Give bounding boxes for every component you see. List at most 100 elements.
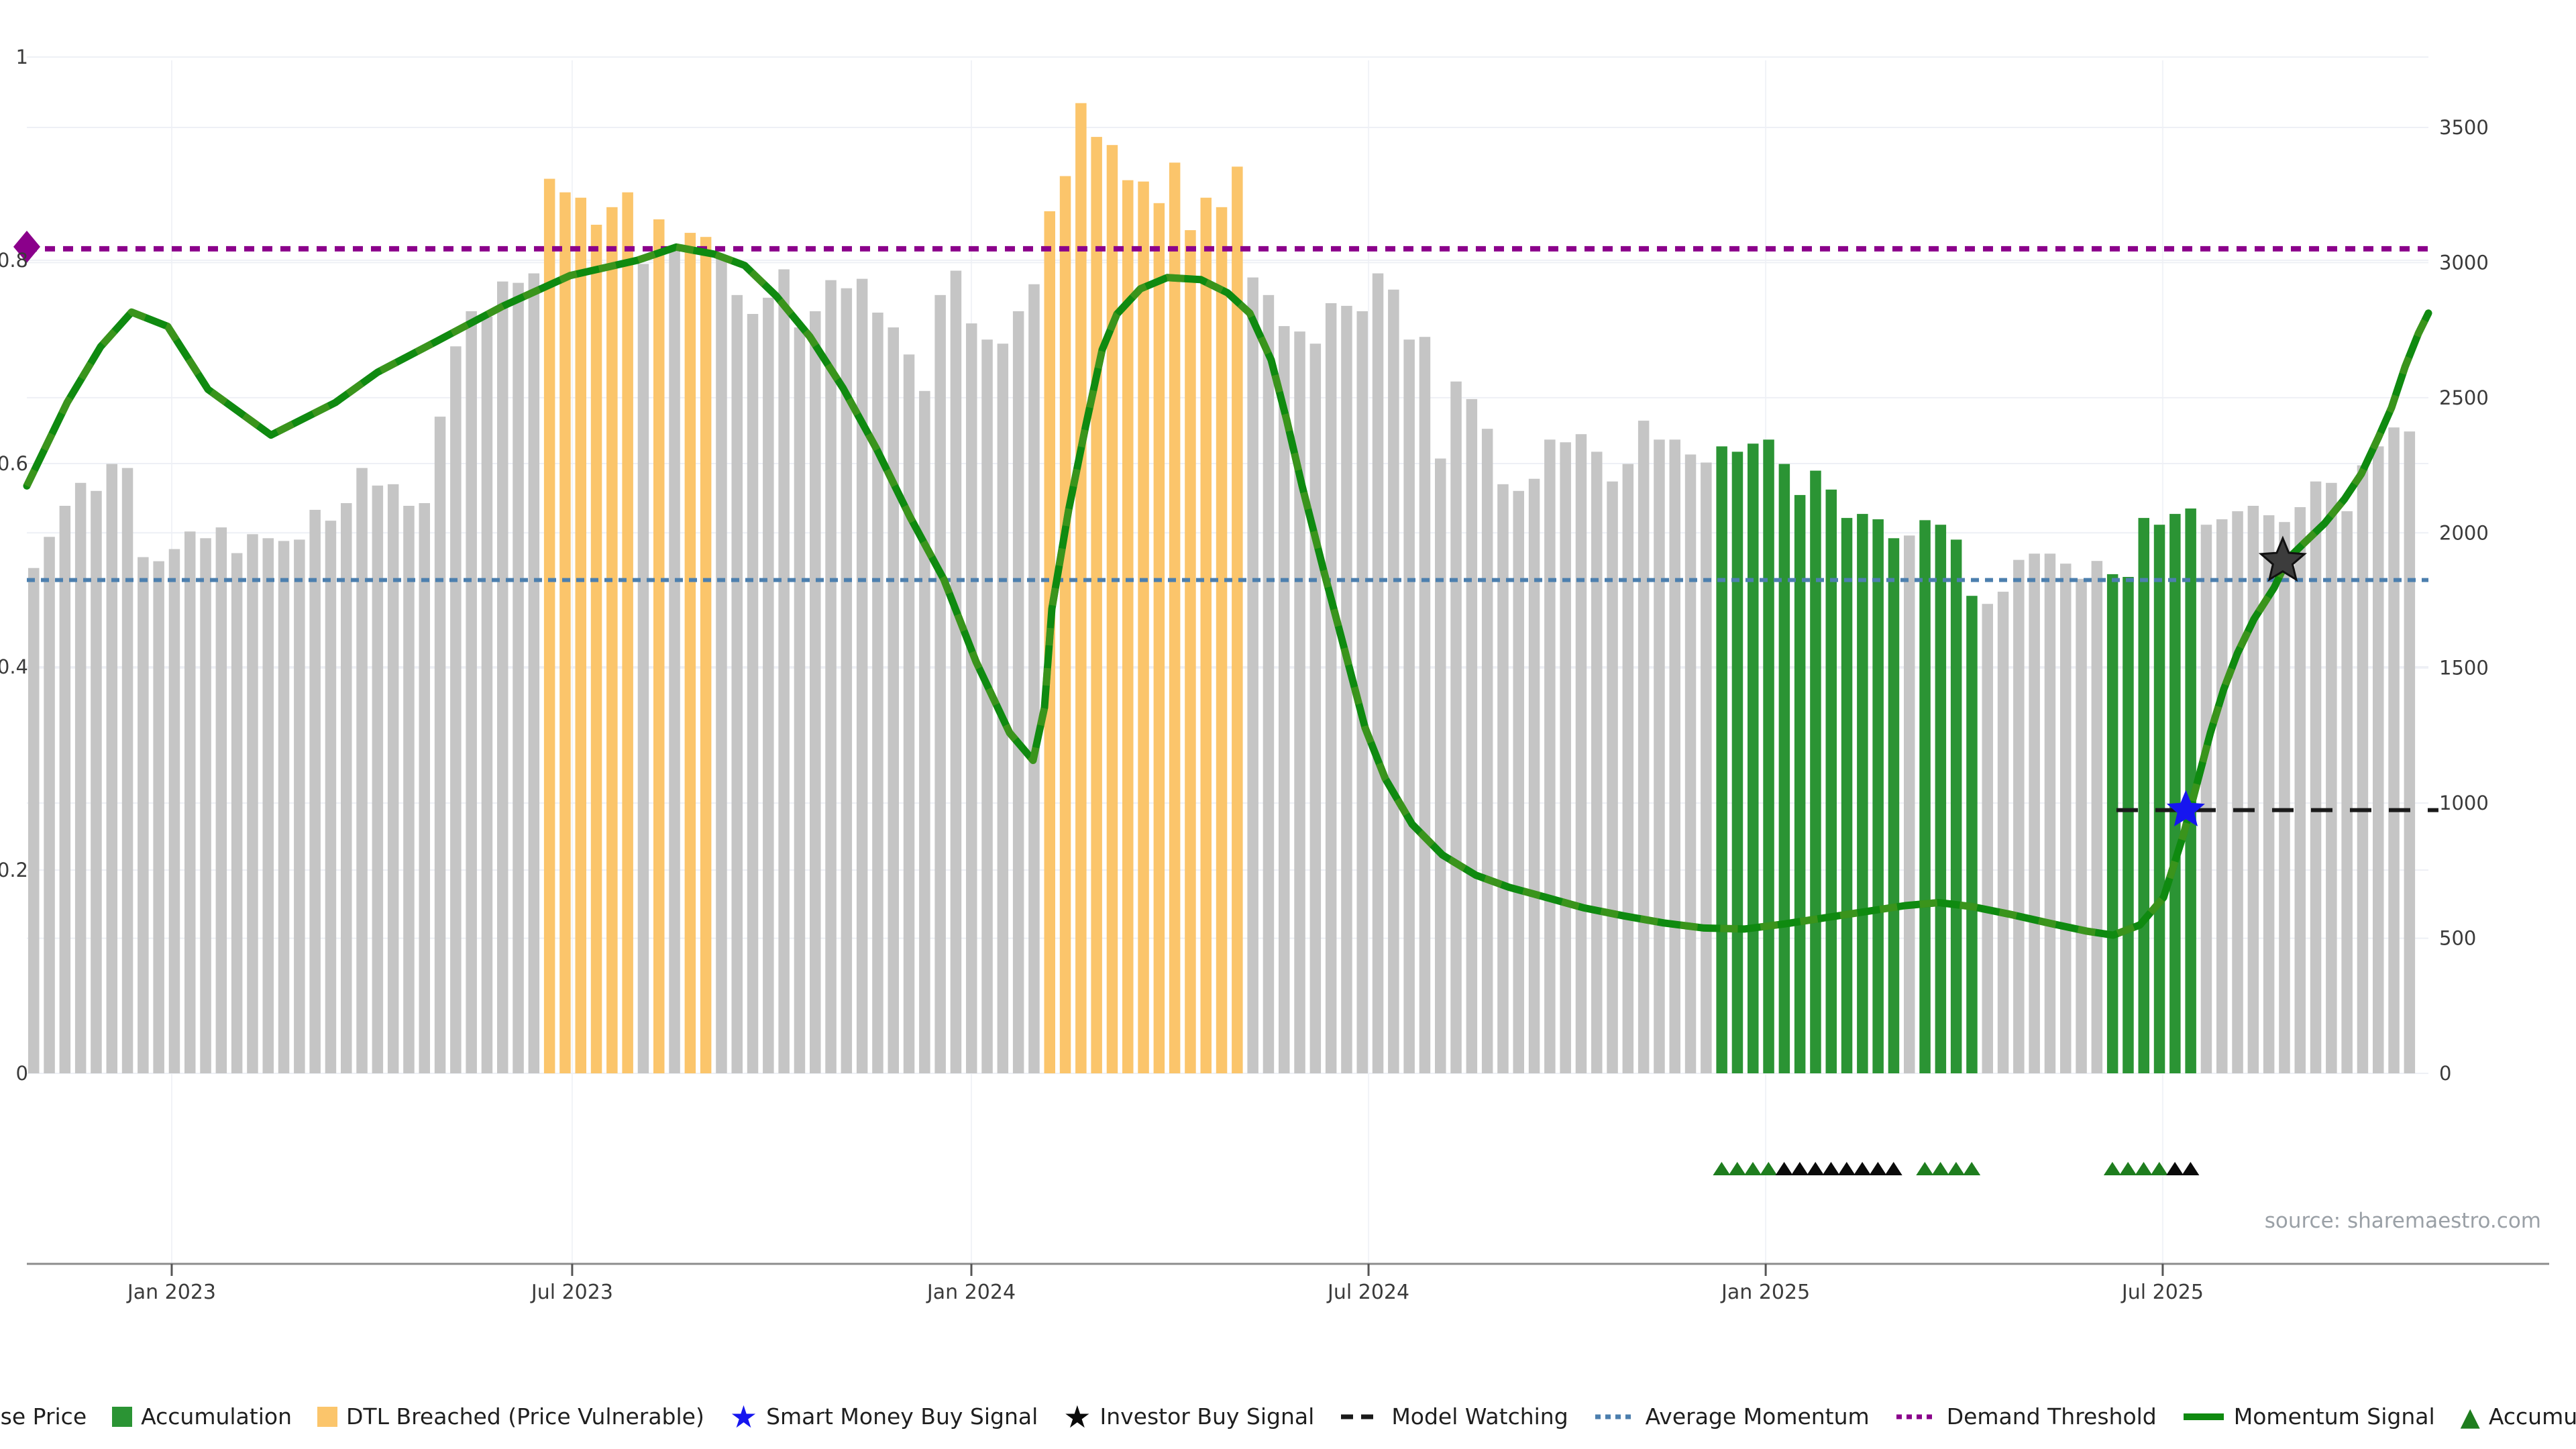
legend-star-icon: ★ [1063, 1398, 1091, 1435]
bar-dtl-breached [1059, 176, 1071, 1073]
bar-accumulation [1794, 494, 1806, 1073]
bar-accumulation [1731, 451, 1743, 1073]
legend-item: Demand Threshold [1895, 1403, 2157, 1430]
bar-dtl-breached [622, 192, 633, 1074]
bar-accumulation [1716, 446, 1727, 1073]
bar-close-price [1497, 484, 1509, 1073]
bar-close-price [513, 282, 524, 1074]
bar-close-price [59, 506, 71, 1073]
bar-dtl-breached [1216, 207, 1228, 1073]
bar-accumulation [1825, 489, 1837, 1073]
bar-close-price [2357, 465, 2369, 1073]
legend-item: Average Momentum [1594, 1403, 1870, 1430]
x-axis-tick-label: Jan 2023 [126, 1281, 216, 1304]
bar-dtl-breached [1138, 181, 1149, 1074]
legend-item: Accumulation [112, 1403, 292, 1430]
bar-dtl-breached [1185, 230, 1196, 1074]
bar-close-price [2263, 515, 2275, 1073]
right-axis-tick-label: 0 [2439, 1062, 2451, 1085]
x-axis-tick-label: Jan 2025 [1720, 1281, 1810, 1304]
x-axis-tick-label: Jul 2024 [1326, 1281, 1409, 1304]
right-axis-tick-label: 2000 [2439, 521, 2489, 544]
bar-dtl-breached [684, 233, 696, 1074]
bar-dtl-breached [1200, 197, 1212, 1074]
legend-label: Accumulation [2488, 1403, 2576, 1430]
bar-close-price [341, 503, 352, 1073]
bar-close-price [481, 317, 493, 1073]
bar-close-price [1669, 439, 1680, 1073]
legend-item: DTL Breached (Price Vulnerable) [317, 1403, 704, 1430]
bar-close-price [669, 250, 680, 1073]
bar-close-price [372, 485, 384, 1073]
bar-close-price [2341, 511, 2353, 1073]
accumulation-triangle [2119, 1162, 2137, 1175]
bar-close-price [2373, 446, 2384, 1073]
bar-close-price [1435, 458, 1446, 1073]
demand-threshold-diamond [13, 230, 40, 263]
bar-close-price [466, 311, 477, 1073]
bar-dtl-breached [543, 178, 555, 1073]
accumulation-triangle [2103, 1162, 2121, 1175]
bar-close-price [919, 390, 930, 1073]
bar-close-price [1607, 481, 1618, 1073]
bar-dtl-breached [1122, 180, 1134, 1074]
accumulation-triangle [2150, 1162, 2168, 1175]
bar-close-price [309, 510, 321, 1073]
bar-close-price [2279, 522, 2290, 1073]
bar-close-price [184, 531, 196, 1073]
left-axis-tick-label: 0.8 [0, 249, 28, 272]
accumulation-triangle [1916, 1162, 1934, 1175]
bar-close-price [872, 313, 883, 1073]
accumulation-triangle [1931, 1162, 1949, 1175]
bar-close-price [1028, 284, 1040, 1074]
legend-label: Close Price [0, 1403, 87, 1430]
bar-close-price [825, 280, 837, 1074]
bar-close-price [1325, 303, 1337, 1073]
accumulation-triangle [1854, 1162, 1872, 1175]
bar-accumulation [2138, 518, 2149, 1073]
bar-close-price [1450, 381, 1462, 1074]
accumulation-triangle [1775, 1162, 1793, 1175]
accumulation-triangle [1744, 1162, 1762, 1175]
bar-close-price [1997, 592, 2009, 1073]
bar-close-price [1012, 311, 1024, 1073]
legend-triangle-icon: ▲ [2460, 1401, 2480, 1432]
bar-close-price [2326, 482, 2337, 1073]
legend-dots-icon [1896, 1414, 1937, 1419]
left-axis-tick-label: 0.2 [0, 859, 28, 881]
bar-accumulation [2169, 514, 2181, 1073]
legend-item: ★ Smart Money Buy Signal [730, 1401, 1038, 1432]
accumulation-triangle [1807, 1162, 1825, 1175]
bar-close-price [2294, 507, 2306, 1073]
right-axis-tick-label: 2500 [2439, 386, 2489, 409]
bar-close-price [966, 323, 977, 1074]
bar-close-price [1294, 331, 1305, 1074]
bar-close-price [716, 258, 727, 1073]
legend-label: Average Momentum [1645, 1403, 1870, 1430]
bar-close-price [1575, 434, 1587, 1073]
bar-close-price [294, 539, 305, 1073]
bar-close-price [2200, 525, 2212, 1073]
bar-close-price [1654, 439, 1665, 1073]
bar-close-price [1701, 462, 1712, 1073]
legend-label: Smart Money Buy Signal [766, 1403, 1038, 1430]
legend-label: DTL Breached (Price Vulnerable) [346, 1403, 704, 1430]
bar-dtl-breached [1091, 137, 1102, 1074]
bar-close-price [856, 278, 868, 1074]
accumulation-triangle [1822, 1162, 1840, 1175]
bar-close-price [810, 311, 821, 1073]
bar-close-price [28, 568, 40, 1073]
bar-close-price [247, 534, 258, 1073]
accumulation-triangle [2182, 1162, 2200, 1175]
chart-legend: Close Price Accumulation DTL Breached (Pri… [0, 1398, 2576, 1435]
bar-dtl-breached [1169, 162, 1181, 1073]
bar-close-price [74, 482, 87, 1073]
bar-accumulation [2123, 577, 2134, 1073]
legend-label: Demand Threshold [1946, 1403, 2157, 1430]
legend-square-icon [317, 1406, 337, 1427]
bar-close-price [2232, 511, 2243, 1073]
bar-close-price [434, 417, 446, 1073]
bar-close-price [231, 553, 243, 1073]
